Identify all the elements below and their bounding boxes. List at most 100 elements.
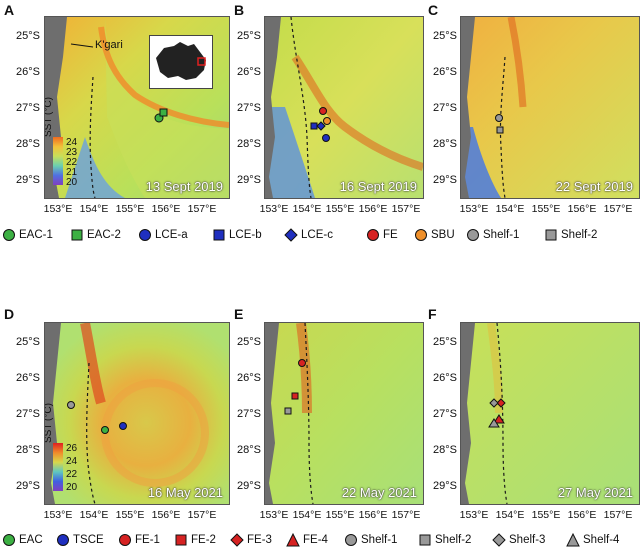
map-panel-e: 22 May 2021 [264,322,424,505]
legend-label: Shelf-1 [483,229,520,241]
legend-item-shelf-4: Shelf-4 [566,533,619,547]
colorbar-bottom-tick-0: 26 [66,443,78,454]
lon-label-f-153: 153°E [459,509,489,521]
colorbar-bottom-tick-2: 22 [66,469,78,480]
lon-label-b-153: 153°E [259,203,289,215]
legend-label: Shelf-2 [435,534,472,546]
station-shelf-3 [489,398,499,408]
lat-label-a-25: 25°S [16,30,40,42]
lat-label-b-28: 28°S [237,138,261,150]
panel-date-a: 13 Sept 2019 [145,179,223,194]
lon-label-c-157: 157°E [603,203,633,215]
legend-label: FE-1 [135,534,160,546]
lat-label-b-25: 25°S [237,30,261,42]
lat-label-d-26: 26°S [16,372,40,384]
lon-label-d-155: 155°E [115,509,145,521]
lat-label-e-28: 28°S [237,444,261,456]
panel-date-d: 16 May 2021 [147,485,223,500]
legend-top: EAC-1 EAC-2 LCE-a LCE-b LCE-c FE SBU She… [0,228,644,248]
colorbar-bottom-title: SST (°C) [44,403,54,443]
legend-item-fe-1: FE-1 [118,533,160,547]
lon-label-d-157: 157°E [187,509,217,521]
australia-inset-map [149,35,213,89]
legend-item-lce-c: LCE-c [284,228,333,242]
lon-label-d-153: 153°E [43,509,73,521]
map-panel-f: 27 May 2021 [460,322,640,505]
station-eac [101,426,109,434]
lon-label-a-157: 157°E [187,203,217,215]
legend-label: EAC-2 [87,229,121,241]
lon-label-e-156: 156°E [358,509,388,521]
legend-item-eac-2: EAC-2 [70,228,121,242]
panel-letter-a: A [4,2,15,18]
legend-item-tsce: TSCE [56,533,104,547]
station-shelf-2 [496,126,504,134]
legend-item-lce-b: LCE-b [212,228,262,242]
panel-date-e: 22 May 2021 [341,485,417,500]
legend-label: TSCE [73,534,104,546]
lon-label-b-155: 155°E [325,203,355,215]
panel-date-b: 16 Sept 2019 [339,179,417,194]
legend-item-fe-3: FE-3 [230,533,272,547]
map-panel-d: SST (°C) 26 24 22 20 16 May 2021 [44,322,230,505]
legend-label: Shelf-3 [509,534,546,546]
station-fe [319,107,327,115]
lon-label-a-156: 156°E [151,203,181,215]
legend-item-shelf-1: Shelf-1 [466,228,519,242]
lon-label-a-153: 153°E [43,203,73,215]
station-eac-2 [159,108,168,117]
lat-label-c-29: 29°S [433,174,457,186]
sst-field-c [461,17,639,198]
panel-date-c: 22 Sept 2019 [555,179,633,194]
lon-label-e-155: 155°E [325,509,355,521]
legend-label: EAC [19,534,43,546]
lon-label-d-154: 154°E [79,509,109,521]
station-shelf-1 [67,401,75,409]
panel-letter-f: F [428,306,437,322]
legend-label: SBU [431,229,455,241]
lat-label-b-29: 29°S [237,174,261,186]
legend-label: LCE-b [229,229,262,241]
legend-label: LCE-c [301,229,333,241]
lat-label-d-27: 27°S [16,408,40,420]
lat-label-a-26: 26°S [16,66,40,78]
legend-bottom: EAC TSCE FE-1 FE-2 FE-3 FE-4 Shelf-1 She… [0,533,644,553]
legend-item-fe: FE [366,228,398,242]
lat-label-f-29: 29°S [433,480,457,492]
kgari-label: K'gari [95,39,123,51]
station-sbu [323,117,331,125]
lat-label-a-27: 27°S [16,102,40,114]
lat-label-f-26: 26°S [433,372,457,384]
legend-label: LCE-a [155,229,188,241]
map-panel-b: 16 Sept 2019 [264,16,424,199]
lat-label-b-26: 26°S [237,66,261,78]
lat-label-c-28: 28°S [433,138,457,150]
legend-label: Shelf-4 [583,534,620,546]
legend-item-fe-2: FE-2 [174,533,216,547]
legend-item-fe-4: FE-4 [286,533,328,547]
sst-field-d [45,323,229,504]
panel-letter-e: E [234,306,244,322]
legend-item-lce-a: LCE-a [138,228,188,242]
lat-label-f-25: 25°S [433,336,457,348]
colorbar-top-tick-1: 23 [66,147,78,158]
panel-letter-c: C [428,2,439,18]
lon-label-f-157: 157°E [603,509,633,521]
lat-label-e-25: 25°S [237,336,261,348]
station-shelf-1 [495,114,503,122]
lat-label-a-28: 28°S [16,138,40,150]
colorbar-bottom-tick-1: 24 [66,456,78,467]
lon-label-a-154: 154°E [79,203,109,215]
lat-label-d-25: 25°S [16,336,40,348]
legend-item-shelf-2: Shelf-2 [544,228,597,242]
lat-label-f-28: 28°S [433,444,457,456]
legend-item-eac: EAC [2,533,43,547]
lat-label-c-27: 27°S [433,102,457,114]
legend-item-sbu: SBU [414,228,455,242]
lat-label-e-29: 29°S [237,480,261,492]
station-fe-4 [493,414,505,424]
station-tsce [119,422,127,430]
station-fe-3 [496,398,506,408]
lon-label-b-157: 157°E [391,203,421,215]
lon-label-e-153: 153°E [259,509,289,521]
